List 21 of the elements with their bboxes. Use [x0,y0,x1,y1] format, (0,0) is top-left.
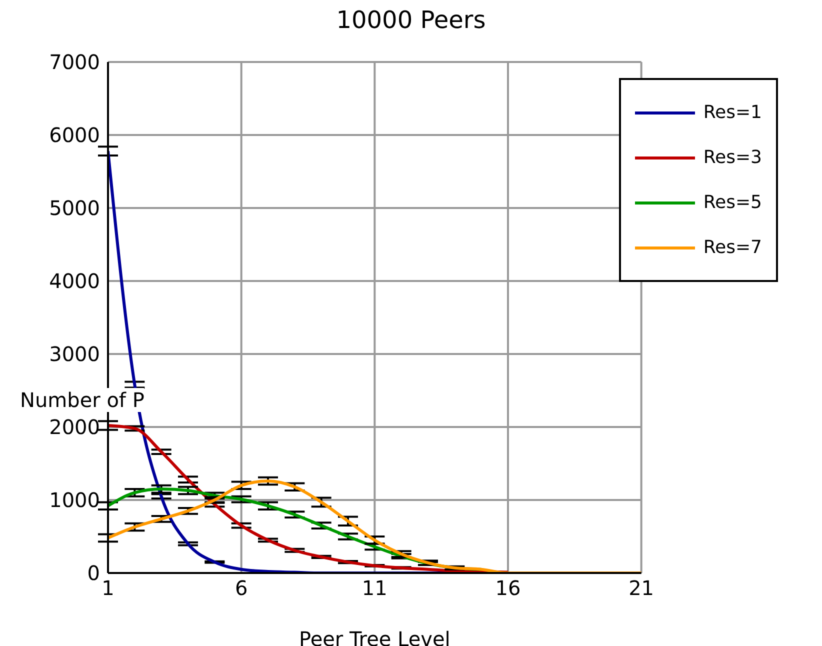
y-tick-label: 7000 [49,50,100,74]
legend-label: Res=5 [703,192,762,213]
legend-label: Res=1 [703,102,762,123]
y-tick-label: 1000 [49,488,100,512]
legend-label: Res=7 [703,237,762,258]
chart-title: 10000 Peers [335,6,487,34]
x-axis-title: Peer Tree Level [298,627,450,646]
y-tick-label: 5000 [49,196,100,220]
y-tick-label: 3000 [49,342,100,366]
x-tick-label: 16 [495,576,521,600]
x-tick-label: 11 [362,576,388,600]
y-tick-label: 2000 [49,415,100,440]
y-axis-title: Number of P [20,388,144,412]
x-tick-label: 21 [628,576,654,600]
line-series [108,424,510,573]
legend-label: Res=3 [703,147,762,168]
x-tick-label: 1 [102,576,114,600]
y-tick-label: 6000 [49,123,100,148]
y-tick-label: 0 [87,561,100,586]
y-tick-label: 4000 [49,269,100,294]
x-tick-label: 6 [234,576,248,600]
